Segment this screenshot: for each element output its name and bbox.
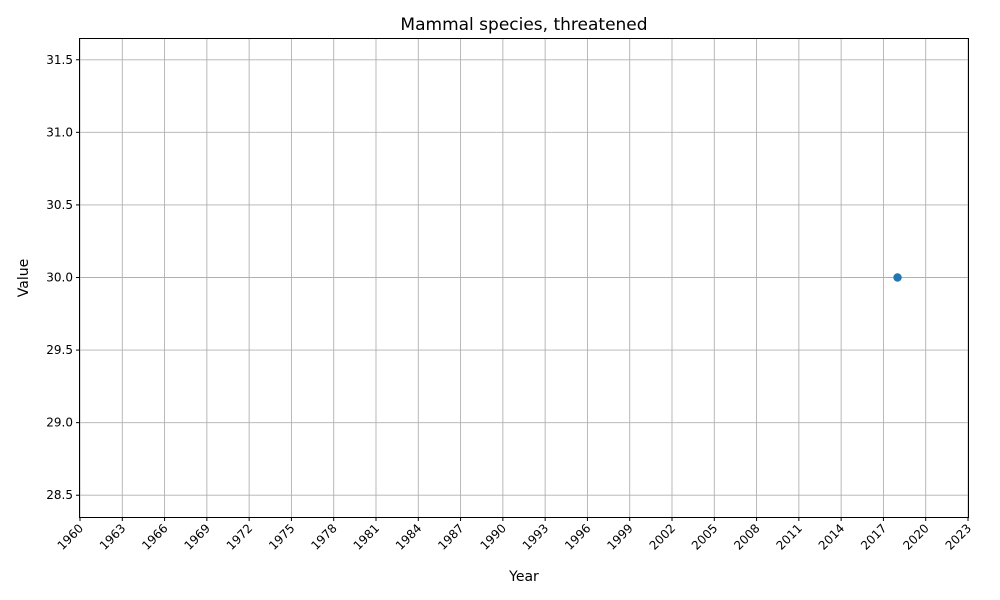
plot-area [79, 38, 969, 518]
x-tick-label: 2020 [900, 521, 931, 552]
x-tick-label: 1981 [351, 521, 382, 552]
y-axis-title: Value [16, 259, 32, 297]
y-tick-label: 28.5 [46, 488, 73, 502]
x-tick-label: 2023 [943, 521, 974, 552]
x-tick-label: 1960 [55, 521, 86, 552]
data-point [893, 273, 902, 282]
chart-title: Mammal species, threatened [400, 15, 647, 35]
x-tick-label: 1966 [139, 521, 170, 552]
x-tick-label: 2017 [858, 521, 889, 552]
x-tick-label: 1963 [97, 521, 128, 552]
x-tick-label: 2014 [816, 521, 847, 552]
grid-lines [79, 38, 969, 517]
x-tick-label: 1984 [393, 521, 424, 552]
x-tick-label: 1996 [562, 521, 593, 552]
x-tick-label: 1987 [435, 521, 466, 552]
x-tick-label: 1999 [604, 521, 635, 552]
x-tick-label: 1972 [224, 521, 255, 552]
x-axis-title: Year [508, 569, 539, 585]
x-axis-ticks: 1960 1963 1966 1969 1972 1975 1978 1981 1984 1987… [55, 517, 974, 553]
x-tick-label: 1969 [181, 521, 212, 552]
x-tick-label: 2005 [689, 521, 720, 552]
x-tick-label: 1975 [266, 521, 297, 552]
x-tick-label: 1993 [520, 521, 551, 552]
x-tick-label: 2002 [647, 521, 678, 552]
x-tick-label: 1978 [308, 521, 339, 552]
x-tick-label: 2011 [773, 521, 804, 552]
y-tick-label: 30.5 [46, 198, 73, 212]
y-tick-label: 30.0 [46, 271, 73, 285]
y-axis-ticks: 28.5 29.0 29.5 30.0 30.5 31.0 31.5 [46, 53, 80, 502]
y-tick-label: 31.0 [46, 125, 73, 139]
x-tick-label: 1990 [477, 521, 508, 552]
y-tick-label: 29.0 [46, 416, 73, 430]
y-tick-label: 29.5 [46, 343, 73, 357]
series-layer [893, 273, 902, 282]
y-tick-label: 31.5 [46, 53, 73, 67]
x-tick-label: 2008 [731, 521, 762, 552]
